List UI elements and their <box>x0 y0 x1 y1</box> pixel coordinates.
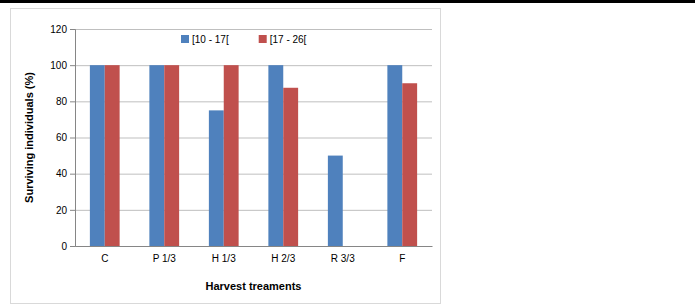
y-axis: 0 20 40 60 80 100 120 <box>50 24 75 252</box>
tick: F <box>399 246 405 264</box>
tick-label: H 2/3 <box>271 253 295 264</box>
bar <box>343 246 358 247</box>
grid-line <box>75 65 432 66</box>
bar <box>268 65 283 246</box>
bar <box>105 65 120 246</box>
bar <box>149 65 164 246</box>
tick: 0 <box>61 241 75 252</box>
bar <box>90 65 105 246</box>
tick-label: 120 <box>50 24 67 35</box>
grid-line <box>75 101 432 102</box>
tick-label: 60 <box>56 132 68 143</box>
x-axis: C P 1/3 H 1/3 H 2/3 R 3/3 F <box>76 246 433 264</box>
top-rule <box>0 0 695 3</box>
grid-line <box>75 246 432 247</box>
bar <box>164 65 179 246</box>
tick-label: 100 <box>50 60 67 71</box>
chart: 0 20 40 60 80 100 120 C P 1/3 H 1/3 H 2/3 R 3/3 F Har… <box>0 0 695 306</box>
legend-swatch <box>259 35 267 43</box>
bar <box>402 83 417 246</box>
tick: 60 <box>56 132 75 143</box>
tick: R 3/3 <box>331 246 355 264</box>
axis-line <box>70 30 76 247</box>
tick-label: 80 <box>56 96 68 107</box>
tick-label: H 1/3 <box>212 253 236 264</box>
axis-line <box>76 246 433 247</box>
tick: 20 <box>56 205 75 216</box>
grid-line <box>75 210 432 211</box>
tick-label: 20 <box>56 205 68 216</box>
legend-label: [17 - 26[ <box>270 34 307 45</box>
tick-label: 40 <box>56 168 68 179</box>
tick-label: P 1/3 <box>153 253 177 264</box>
grid-line <box>75 29 432 30</box>
bar <box>224 65 239 246</box>
bar <box>283 88 298 246</box>
tick: C <box>101 246 108 264</box>
tick-mark <box>70 246 75 247</box>
grid <box>75 30 432 247</box>
tick-mark <box>70 29 75 30</box>
tick-label: 0 <box>61 241 67 252</box>
tick: 120 <box>50 24 75 35</box>
legend-swatch <box>181 35 189 43</box>
legend-label: [10 - 17[ <box>192 34 229 45</box>
tick-mark <box>70 65 75 66</box>
tick: P 1/3 <box>153 246 177 264</box>
tick-mark <box>70 210 75 211</box>
y-axis-title: Surviving individuals (%) <box>23 72 35 203</box>
bar <box>387 65 402 246</box>
grid-line <box>75 174 432 175</box>
tick: H 2/3 <box>271 246 295 264</box>
x-axis-title: Harvest treaments <box>206 280 302 292</box>
tick: 80 <box>56 96 75 107</box>
tick-label: C <box>101 253 108 264</box>
tick-label: F <box>399 253 405 264</box>
tick-mark <box>70 174 75 175</box>
bar <box>328 156 343 246</box>
bars <box>90 65 417 246</box>
tick: 100 <box>50 60 75 71</box>
grid-line <box>75 138 432 139</box>
tick: H 1/3 <box>212 246 236 264</box>
tick: 40 <box>56 168 75 179</box>
tick-mark <box>70 138 75 139</box>
tick-label: R 3/3 <box>331 253 355 264</box>
tick-mark <box>70 101 75 102</box>
bar <box>209 110 224 246</box>
chart-frame <box>11 9 441 304</box>
legend: [10 - 17[ [17 - 26[ <box>181 34 307 45</box>
